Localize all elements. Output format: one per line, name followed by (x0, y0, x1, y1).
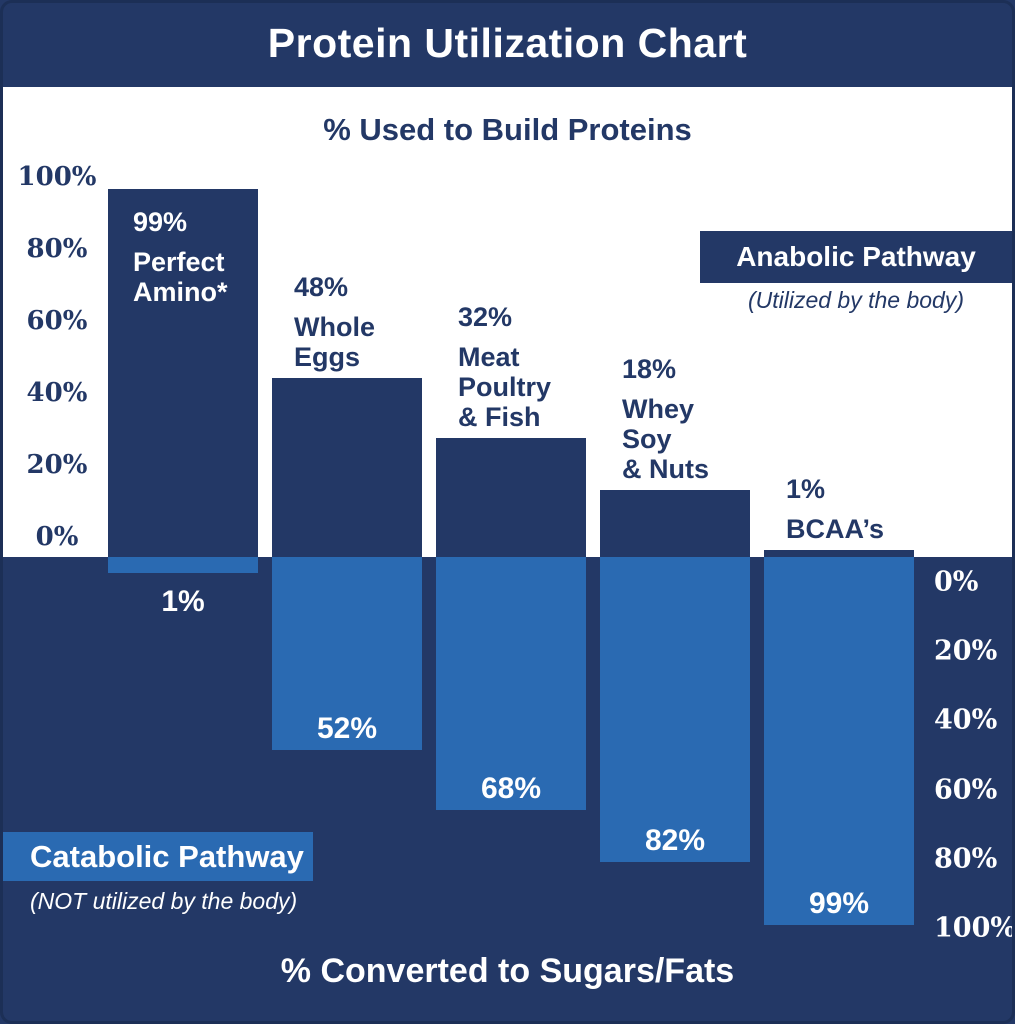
anabolic-bar-label: 1% BCAA’s (786, 474, 885, 544)
catabolic-pathway-label: Catabolic Pathway (30, 838, 304, 874)
y-axis-tick-left: 0% (35, 522, 79, 552)
anabolic-bar-label: 99% Perfect Amino* (133, 207, 228, 307)
anabolic-bar (108, 189, 258, 557)
title-bar: Protein Utilization Chart (0, 0, 1015, 87)
catabolic-bar (108, 557, 258, 573)
y-axis-tick-left: 80% (26, 234, 88, 264)
catabolic-pathway-subtitle: (NOT utilized by the body) (30, 888, 298, 914)
anabolic-bar-label: 18% Whey Soy & Nuts (622, 354, 709, 484)
anabolic-bar (272, 378, 422, 557)
catabolic-bar-value: 52% (316, 712, 378, 745)
y-axis-tick-right: 80% (934, 843, 998, 875)
y-axis-tick-right: 0% (934, 566, 979, 598)
y-axis-tick-right: 60% (934, 774, 998, 806)
anabolic-bar-label: 48% Whole Eggs (294, 272, 375, 372)
y-axis-tick-left: 40% (26, 378, 88, 408)
y-axis-tick-left: 60% (26, 306, 88, 336)
anabolic-bar (436, 438, 586, 557)
catabolic-bar (436, 557, 586, 810)
y-axis-tick-right: 100% (934, 912, 1015, 944)
catabolic-pathway-legend: Catabolic Pathway (3, 832, 313, 881)
catabolic-bar-value: 68% (480, 772, 542, 805)
bottom-axis-heading: % Converted to Sugars/Fats (280, 952, 735, 990)
catabolic-bar-value: 99% (808, 887, 870, 920)
y-axis-tick-left: 20% (26, 450, 88, 480)
anabolic-pathway-label: Anabolic Pathway (736, 241, 976, 272)
anabolic-bar (764, 550, 914, 557)
anabolic-pathway-subtitle: (Utilized by the body) (747, 287, 965, 313)
catabolic-bar-value: 1% (161, 585, 205, 618)
catabolic-bar (764, 557, 914, 925)
y-axis-tick-left: 100% (17, 162, 97, 192)
catabolic-bar (600, 557, 750, 862)
anabolic-pathway-legend: Anabolic Pathway (700, 231, 1012, 283)
catabolic-bar (272, 557, 422, 750)
catabolic-bar-value: 82% (644, 824, 706, 857)
anabolic-bar (600, 490, 750, 557)
y-axis-tick-right: 20% (934, 635, 998, 667)
anabolic-bar-label: 32% Meat Poultry & Fish (458, 302, 552, 432)
page-title: Protein Utilization Chart (267, 20, 748, 66)
top-axis-heading: % Used to Build Proteins (323, 112, 692, 147)
y-axis-tick-right: 40% (934, 704, 998, 736)
